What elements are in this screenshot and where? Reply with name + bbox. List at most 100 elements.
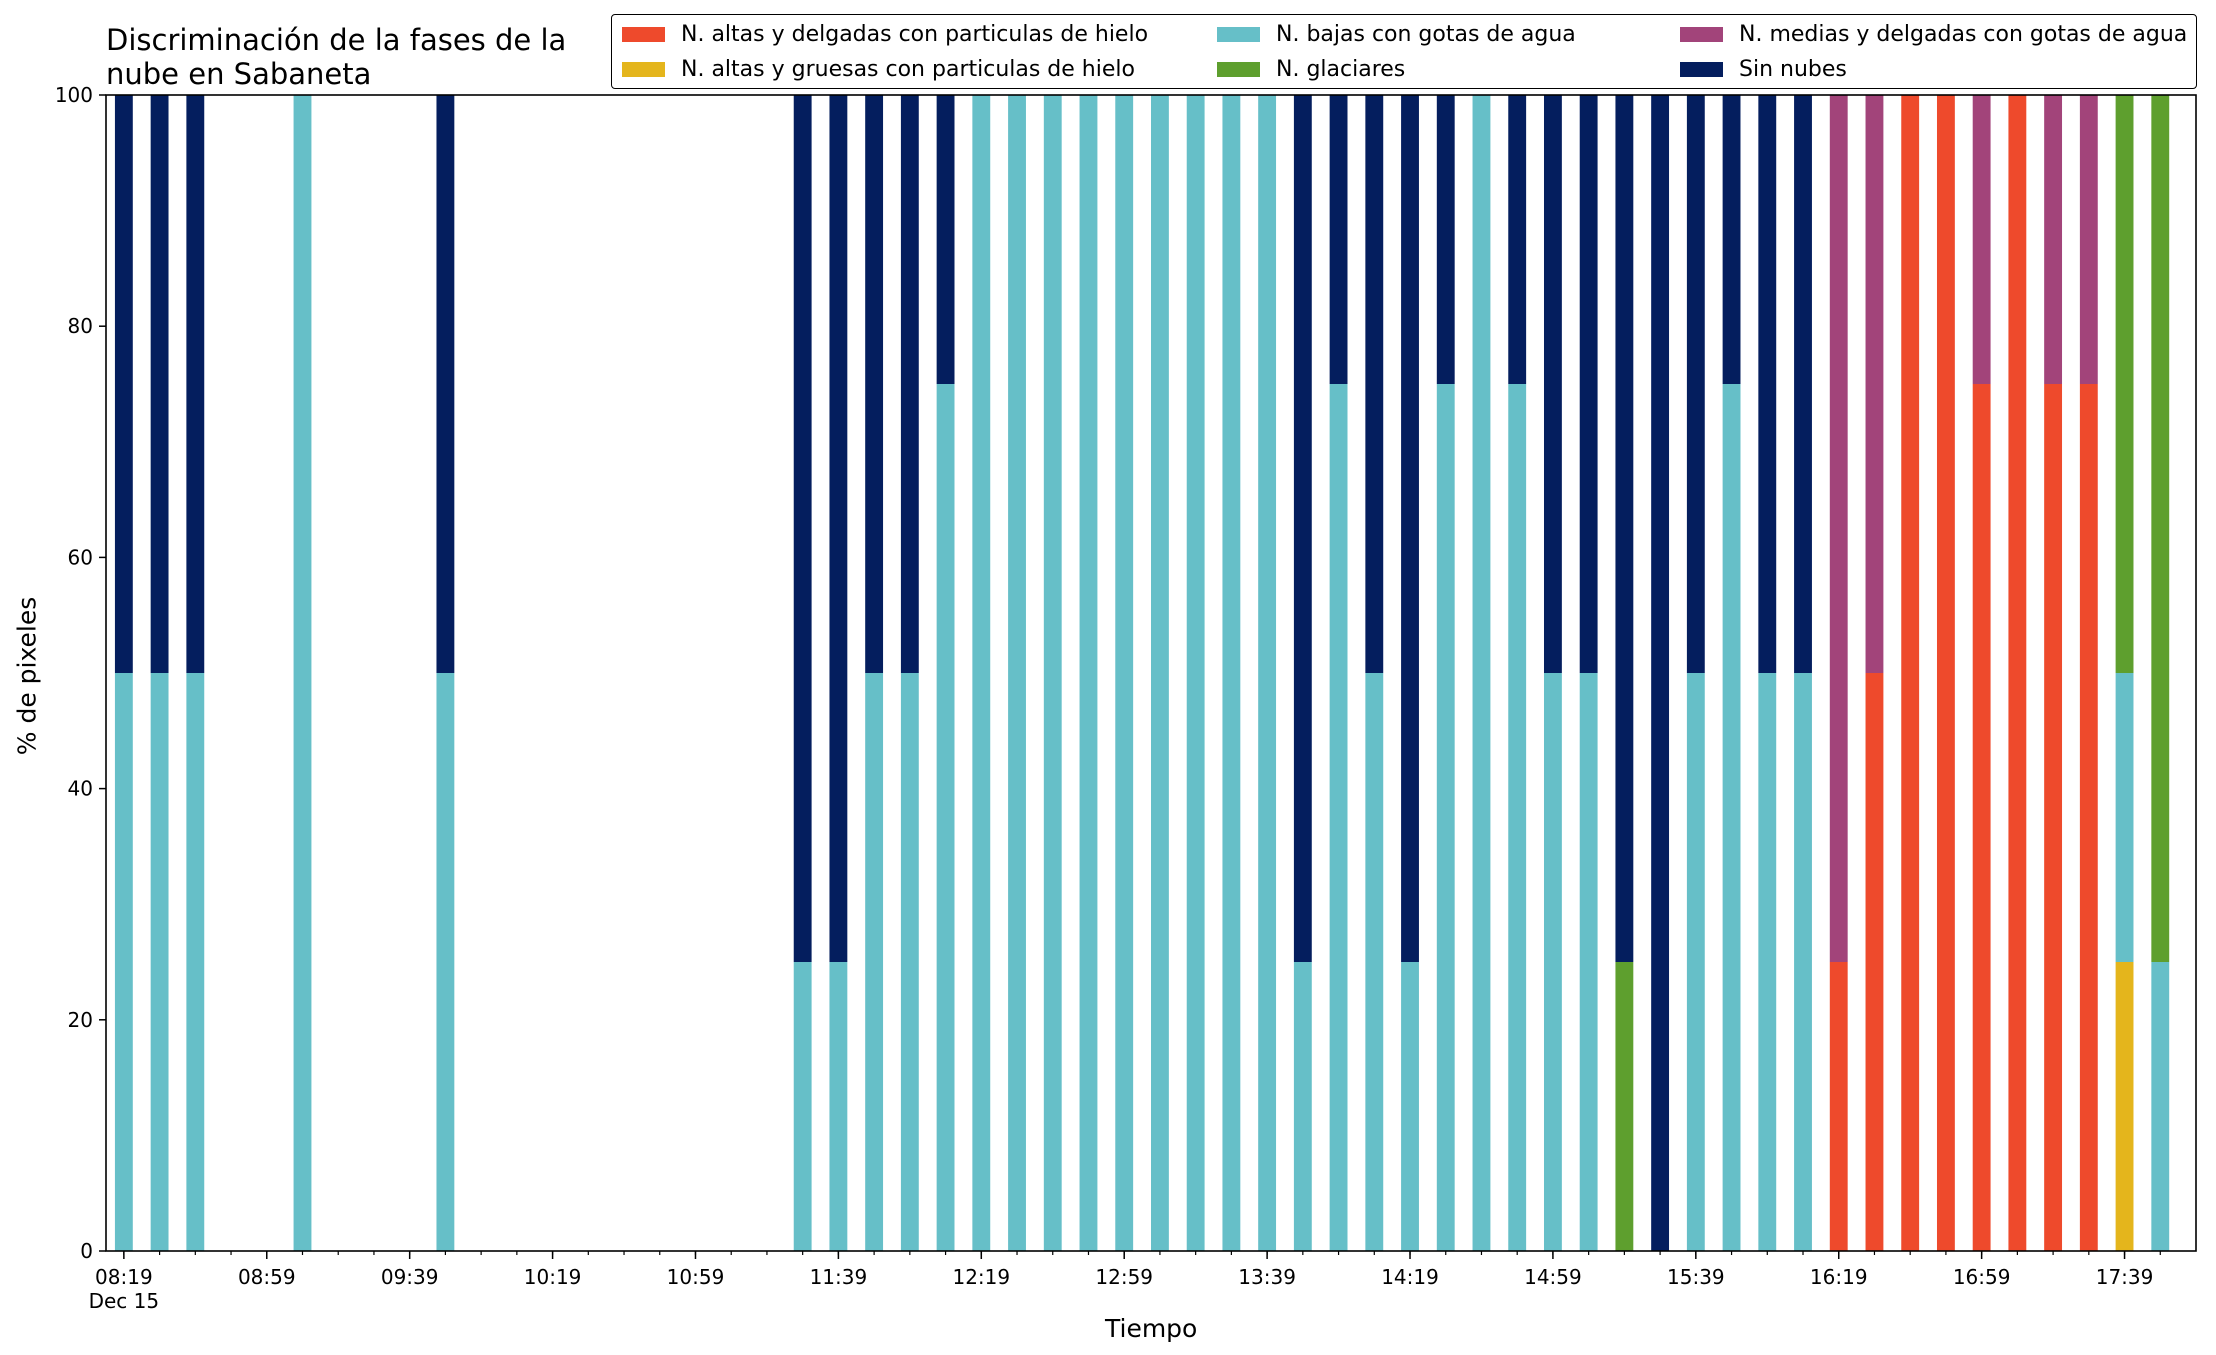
bar-13-segment-2 xyxy=(1079,95,1098,1251)
bar-28-segment-5 xyxy=(1615,95,1634,962)
x-tick-label-13: 16:59 xyxy=(1953,1265,2011,1289)
bar-19-segment-5 xyxy=(1293,95,1312,962)
bar-2-segment-2 xyxy=(186,673,205,1251)
bar-16-segment-2 xyxy=(1186,95,1205,1251)
bar-30-segment-5 xyxy=(1686,95,1705,673)
bar-20-segment-2 xyxy=(1329,384,1348,1251)
bar-6-segment-5 xyxy=(829,95,848,962)
legend-item-3: N. glaciares xyxy=(1217,55,1405,83)
bar-34-segment-4 xyxy=(1829,95,1848,962)
bar-7-segment-5 xyxy=(865,95,884,673)
legend-label-4: N. medias y delgadas con gotas de agua xyxy=(1739,21,2188,47)
plot-frame xyxy=(105,94,2197,1252)
bar-0-segment-5 xyxy=(114,95,133,673)
legend-item-1: N. altas y gruesas con particulas de hie… xyxy=(622,55,1135,83)
bar-23-segment-2 xyxy=(1436,384,1455,1251)
bar-40-segment-4 xyxy=(2044,95,2063,384)
x-tick-label-14: 17:39 xyxy=(2096,1265,2154,1289)
legend-swatch-2 xyxy=(1217,26,1260,42)
x-tick-label-8: 13:39 xyxy=(1238,1265,1296,1289)
bar-18-segment-2 xyxy=(1258,95,1277,1251)
bar-1-segment-5 xyxy=(150,95,169,673)
legend-item-4: N. medias y delgadas con gotas de agua xyxy=(1680,20,2187,48)
bar-38-segment-0 xyxy=(1972,384,1991,1251)
x-axis-label: Tiempo xyxy=(1105,1314,1198,1343)
bar-14-segment-2 xyxy=(1115,95,1134,1251)
bar-26-segment-2 xyxy=(1543,673,1562,1251)
bar-31-segment-2 xyxy=(1722,384,1741,1251)
chart-title-line-1: Discriminación de la fases de la xyxy=(106,23,567,57)
bar-42-segment-2 xyxy=(2115,673,2134,962)
bar-36-segment-0 xyxy=(1901,95,1920,1251)
y-tick-label-60: 60 xyxy=(68,545,93,569)
bar-39-segment-0 xyxy=(2008,95,2027,1251)
bar-1-segment-2 xyxy=(150,673,169,1251)
chart-title-line-2: nube en Sabaneta xyxy=(106,57,372,91)
legend-label-3: N. glaciares xyxy=(1276,56,1406,82)
bar-22-segment-2 xyxy=(1401,962,1419,1251)
bar-7-segment-2 xyxy=(865,673,884,1251)
x-tick-label-4: 10:59 xyxy=(667,1265,725,1289)
bar-33-segment-5 xyxy=(1794,95,1812,673)
bar-35-segment-4 xyxy=(1865,95,1884,673)
bar-8-segment-2 xyxy=(900,673,919,1251)
x-tick-label-12: 16:19 xyxy=(1810,1265,1868,1289)
legend-item-5: Sin nubes xyxy=(1680,55,1847,83)
y-tick-label-80: 80 xyxy=(68,314,93,338)
y-tick-label-0: 0 xyxy=(80,1239,93,1263)
y-tick-label-20: 20 xyxy=(68,1008,93,1032)
x-tick-label-3: 10:19 xyxy=(524,1265,582,1289)
bar-28-segment-3 xyxy=(1615,962,1634,1251)
bar-2-segment-5 xyxy=(186,95,205,673)
x-tick-label-5: 11:39 xyxy=(810,1265,868,1289)
legend-label-5: Sin nubes xyxy=(1739,56,1847,82)
x-tick-sublabel-0: Dec 15 xyxy=(89,1289,160,1313)
legend-swatch-1 xyxy=(622,61,665,77)
y-axis-label: % de pixeles xyxy=(12,596,42,756)
legend-swatch-0 xyxy=(622,26,665,42)
bar-41-segment-0 xyxy=(2079,384,2098,1251)
bar-17-segment-2 xyxy=(1222,95,1241,1251)
bar-27-segment-2 xyxy=(1579,673,1598,1251)
bar-15-segment-2 xyxy=(1151,95,1169,1251)
x-tick-label-11: 15:39 xyxy=(1667,1265,1725,1289)
bar-19-segment-2 xyxy=(1293,962,1312,1251)
bar-25-segment-5 xyxy=(1508,95,1527,384)
bar-6-segment-2 xyxy=(829,962,848,1251)
bar-43-segment-2 xyxy=(2151,962,2170,1251)
bar-23-segment-5 xyxy=(1436,95,1455,384)
x-tick-label-10: 14:59 xyxy=(1524,1265,1582,1289)
legend-label-1: N. altas y gruesas con particulas de hie… xyxy=(681,56,1135,82)
chart-legend: N. altas y delgadas con particulas de hi… xyxy=(611,14,2197,89)
bar-24-segment-2 xyxy=(1472,95,1491,1251)
bar-26-segment-5 xyxy=(1543,95,1562,673)
bar-9-segment-2 xyxy=(936,384,955,1251)
x-tick-label-9: 14:19 xyxy=(1381,1265,1439,1289)
bar-11-segment-2 xyxy=(1008,95,1026,1251)
x-tick-label-2: 09:39 xyxy=(381,1265,439,1289)
bar-41-segment-4 xyxy=(2079,95,2098,384)
bar-4-segment-2 xyxy=(436,673,455,1251)
bar-5-segment-2 xyxy=(793,962,812,1251)
bar-12-segment-2 xyxy=(1043,95,1062,1251)
bar-29-segment-5 xyxy=(1651,95,1670,1251)
bar-20-segment-5 xyxy=(1329,95,1348,384)
bar-42-segment-1 xyxy=(2115,962,2134,1251)
legend-label-0: N. altas y delgadas con particulas de hi… xyxy=(681,21,1149,47)
bar-8-segment-5 xyxy=(900,95,919,673)
bar-32-segment-2 xyxy=(1758,673,1777,1251)
bar-38-segment-4 xyxy=(1972,95,1991,384)
bar-25-segment-2 xyxy=(1508,384,1527,1251)
bar-4-segment-5 xyxy=(436,95,455,673)
legend-label-2: N. bajas con gotas de agua xyxy=(1276,21,1576,47)
bar-42-segment-3 xyxy=(2115,95,2134,673)
legend-swatch-4 xyxy=(1680,26,1723,42)
bar-37-segment-0 xyxy=(1936,95,1955,1251)
x-tick-label-7: 12:59 xyxy=(1095,1265,1153,1289)
bar-10-segment-2 xyxy=(972,95,991,1251)
legend-item-0: N. altas y delgadas con particulas de hi… xyxy=(622,20,1148,48)
bar-31-segment-5 xyxy=(1722,95,1741,384)
bar-40-segment-0 xyxy=(2044,384,2063,1251)
